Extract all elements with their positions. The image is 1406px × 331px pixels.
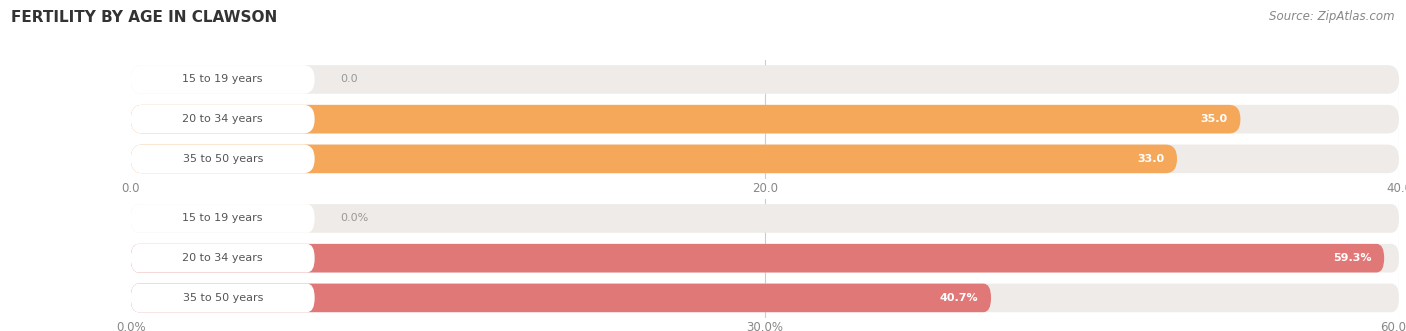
Text: FERTILITY BY AGE IN CLAWSON: FERTILITY BY AGE IN CLAWSON	[11, 10, 277, 25]
Text: 20 to 34 years: 20 to 34 years	[183, 114, 263, 124]
FancyBboxPatch shape	[131, 204, 1399, 233]
FancyBboxPatch shape	[131, 204, 315, 233]
FancyBboxPatch shape	[131, 105, 315, 133]
FancyBboxPatch shape	[131, 284, 1399, 312]
Text: 59.3%: 59.3%	[1333, 253, 1371, 263]
Text: Source: ZipAtlas.com: Source: ZipAtlas.com	[1270, 10, 1395, 23]
Text: 15 to 19 years: 15 to 19 years	[183, 74, 263, 84]
FancyBboxPatch shape	[131, 145, 1399, 173]
Text: 35 to 50 years: 35 to 50 years	[183, 154, 263, 164]
FancyBboxPatch shape	[131, 145, 1177, 173]
FancyBboxPatch shape	[131, 105, 1240, 133]
Text: 35.0: 35.0	[1201, 114, 1227, 124]
Text: 20 to 34 years: 20 to 34 years	[183, 253, 263, 263]
FancyBboxPatch shape	[131, 244, 1399, 272]
Text: 33.0: 33.0	[1137, 154, 1164, 164]
FancyBboxPatch shape	[131, 284, 315, 312]
FancyBboxPatch shape	[131, 65, 1399, 94]
Text: 35 to 50 years: 35 to 50 years	[183, 293, 263, 303]
FancyBboxPatch shape	[131, 65, 315, 94]
FancyBboxPatch shape	[131, 284, 991, 312]
FancyBboxPatch shape	[131, 244, 315, 272]
Text: 0.0: 0.0	[340, 74, 357, 84]
FancyBboxPatch shape	[131, 105, 1399, 133]
Text: 40.7%: 40.7%	[939, 293, 979, 303]
Text: 15 to 19 years: 15 to 19 years	[183, 213, 263, 223]
FancyBboxPatch shape	[131, 145, 315, 173]
FancyBboxPatch shape	[131, 244, 1384, 272]
Text: 0.0%: 0.0%	[340, 213, 368, 223]
